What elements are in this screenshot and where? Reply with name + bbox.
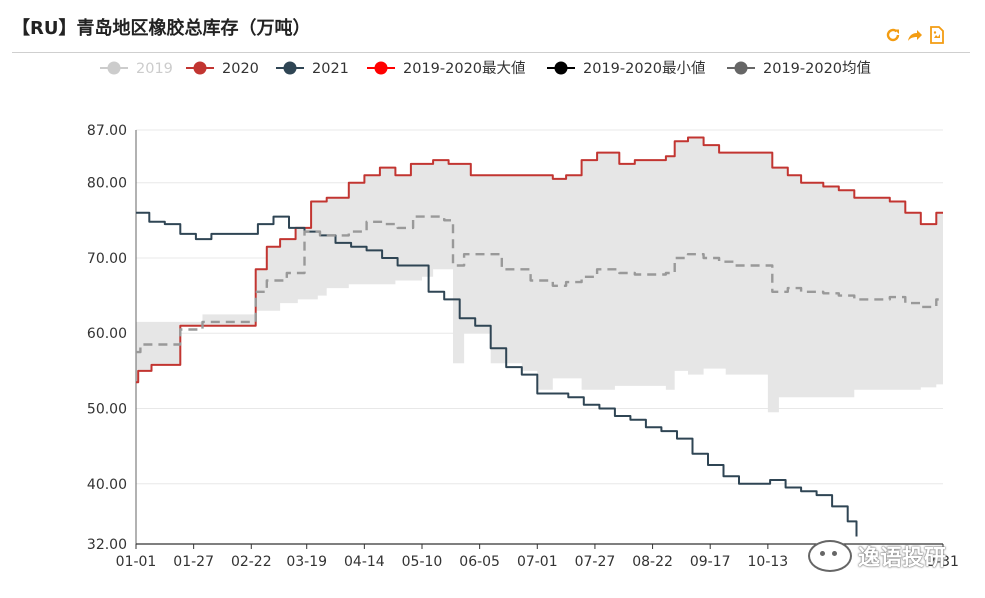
y-tick-label: 60.00 — [87, 326, 127, 342]
series-line-2021 — [136, 211, 858, 537]
series-line-2020 — [136, 136, 943, 384]
x-tick-label: 07-01 — [517, 554, 558, 570]
x-tick-label: 05-10 — [402, 554, 443, 570]
y-tick-label: 70.00 — [87, 251, 127, 267]
x-tick-label: 06-05 — [459, 554, 500, 570]
legend-label: 2020 — [222, 61, 259, 77]
title-bar — [12, 10, 970, 53]
legend-marker — [193, 61, 207, 75]
legend-marker — [554, 61, 568, 75]
watermark: 逸语投研 — [808, 540, 946, 572]
x-tick-label: 09-17 — [690, 554, 731, 570]
x-tick-label: 01-01 — [116, 554, 157, 570]
x-tick-label: 2-31 — [927, 554, 959, 570]
x-tick-label: 01-27 — [173, 554, 214, 570]
legend-label: 2019-2020最小値 — [583, 60, 706, 77]
y-tick-label: 80.00 — [87, 176, 127, 192]
legend-label: 2019-2020最大値 — [403, 60, 526, 77]
x-tick-label: 04-14 — [344, 554, 385, 570]
legend-marker — [107, 61, 121, 75]
watermark-text: 逸语投研 — [858, 546, 947, 571]
x-tick-label: 02-22 — [231, 554, 272, 570]
x-tick-label: 08-22 — [632, 554, 673, 570]
y-tick-label: 50.00 — [87, 402, 127, 418]
legend-marker — [283, 61, 297, 75]
legend-marker — [374, 61, 388, 75]
chart-title: 【RU】青岛地区橡胶总库存（万吨） — [12, 18, 311, 39]
legend-label: 2019-2020均值 — [763, 60, 871, 77]
legend-marker — [734, 61, 748, 75]
wechat-icon — [808, 540, 852, 572]
share-icon[interactable] — [906, 26, 924, 44]
y-tick-label: 40.00 — [87, 477, 127, 493]
x-tick-label: 03-19 — [286, 554, 327, 570]
legend-label: 2021 — [312, 61, 349, 77]
series-line-2019-2020均值 — [136, 215, 943, 354]
refresh-icon[interactable] — [884, 26, 902, 44]
y-tick-label: 87.00 — [87, 123, 127, 139]
legend-label: 2019 — [136, 61, 173, 77]
x-tick-label: 07-27 — [575, 554, 616, 570]
x-tick-label: 10-13 — [748, 554, 789, 570]
y-tick-label: 32.00 — [87, 537, 127, 553]
download-icon[interactable] — [928, 26, 946, 44]
range-band — [136, 137, 943, 413]
